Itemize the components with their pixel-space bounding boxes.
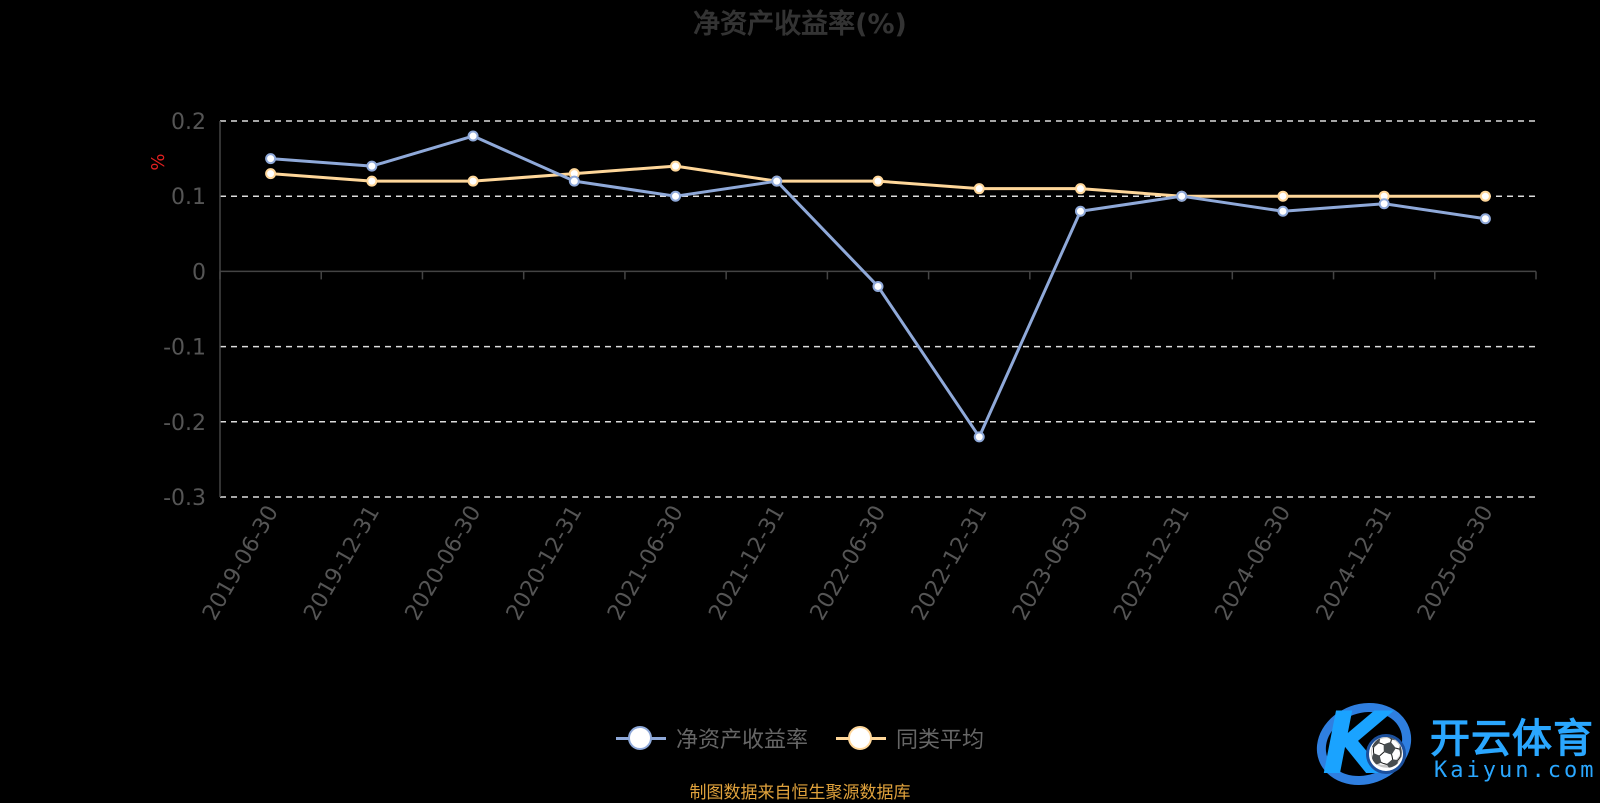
data-point-peer-average (265, 168, 277, 180)
data-point-peer-average (670, 160, 682, 172)
data-point-roe (1479, 213, 1491, 225)
data-point-roe (1176, 190, 1188, 202)
y-tick-label: -0.2 (163, 411, 206, 436)
data-point-peer-average (1479, 190, 1491, 202)
x-tick-label: 2023-06-30 (1008, 502, 1094, 625)
data-point-peer-average (1074, 183, 1086, 195)
data-point-peer-average (973, 183, 985, 195)
x-tick-label: 2022-12-31 (907, 501, 993, 624)
data-point-roe (872, 280, 884, 292)
data-point-roe (771, 175, 783, 187)
data-source-note: 制图数据来自恒生聚源数据库 (689, 783, 911, 803)
data-point-peer-average (872, 175, 884, 187)
data-point-roe (1277, 205, 1289, 217)
y-tick-label: -0.1 (163, 336, 206, 361)
legend-item-peer-average[interactable]: 同类平均 (836, 722, 984, 754)
legend-swatch-peer-average (836, 725, 886, 751)
chart-title: 净资产收益率(%) (693, 9, 907, 40)
x-tick-label: 2022-06-30 (806, 502, 892, 625)
soccer-ball-icon: ⚽ (1366, 734, 1406, 774)
legend-swatch-roe (615, 725, 666, 751)
x-tick-label: 2019-12-31 (299, 502, 385, 625)
legend-label-peer-average: 同类平均 (896, 728, 985, 753)
x-tick-label: 2024-12-31 (1312, 502, 1398, 625)
y-tick-label: 0.2 (171, 110, 206, 135)
x-tick-label: 2019-06-30 (198, 502, 284, 625)
legend-label-roe: 净资产收益率 (675, 728, 808, 753)
data-point-peer-average (1277, 190, 1289, 202)
brand-watermark: K ⚽ 开云体育 Kaiyun.com (1305, 689, 1594, 799)
y-tick-label: -0.3 (163, 486, 206, 511)
data-point-roe (265, 153, 277, 165)
x-tick-label: 2023-12-31 (1109, 502, 1195, 625)
brand-name-en: Kaiyun.com (1434, 758, 1597, 783)
y-tick-label: 0.1 (171, 185, 206, 210)
x-tick-label: 2021-12-31 (704, 502, 790, 625)
data-point-roe (973, 431, 985, 443)
data-point-roe (467, 130, 479, 142)
data-point-roe (568, 175, 580, 187)
x-tick-label: 2024-06-30 (1211, 502, 1297, 625)
x-tick-label: 2020-12-31 (502, 502, 588, 625)
x-tick-label: 2021-06-30 (603, 502, 689, 625)
brand-name-cn: 开云体育 (1430, 716, 1594, 762)
x-tick-label: 2020-06-30 (401, 501, 487, 624)
data-point-roe (366, 160, 378, 172)
data-point-roe (1378, 198, 1390, 210)
x-tick-label: 2025-06-30 (1413, 502, 1499, 625)
y-axis-label: % (148, 153, 169, 170)
y-tick-label: 0 (192, 260, 206, 285)
legend: 净资产收益率 同类平均 (0, 718, 1600, 758)
data-point-roe (670, 190, 682, 202)
data-point-roe (1074, 205, 1086, 217)
data-point-peer-average (467, 175, 479, 187)
legend-item-roe[interactable]: 净资产收益率 (615, 722, 808, 754)
data-point-peer-average (366, 175, 378, 187)
